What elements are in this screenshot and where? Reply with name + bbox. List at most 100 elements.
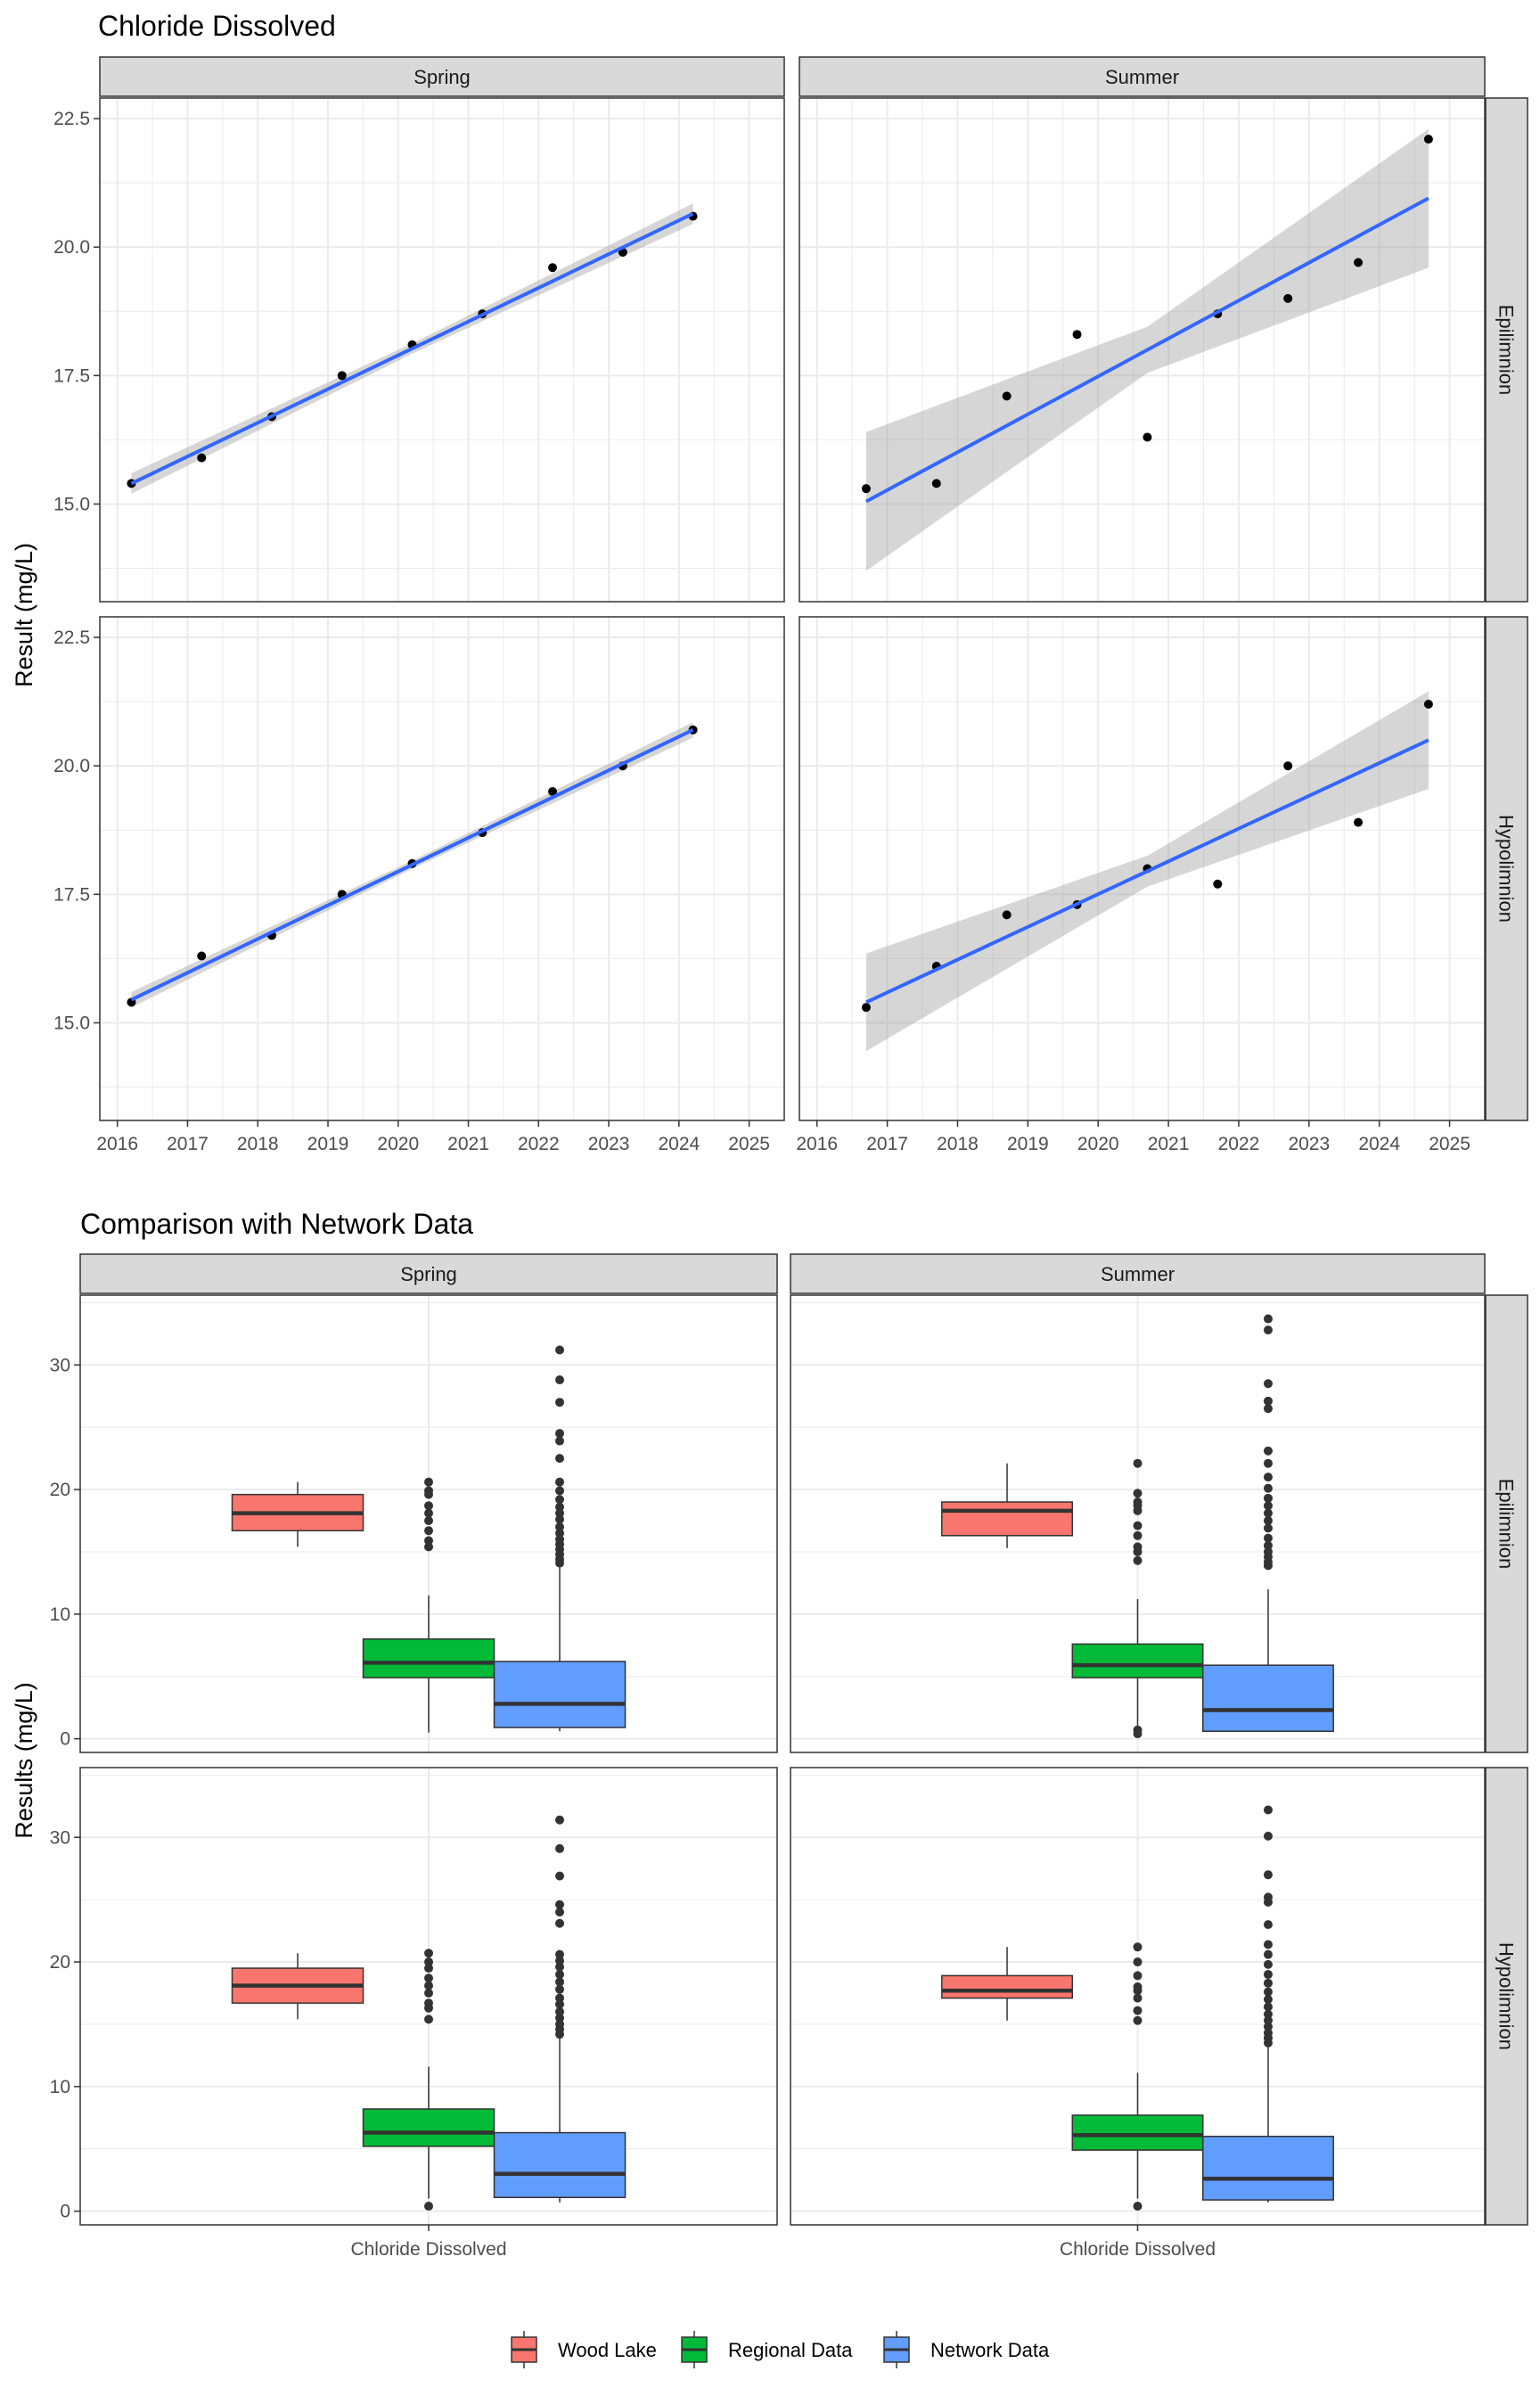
x-tick-label: 2019 bbox=[1007, 1134, 1049, 1154]
outlier-point bbox=[1263, 2015, 1273, 2025]
box-network-data bbox=[493, 1815, 627, 2203]
box-body bbox=[362, 1638, 496, 1678]
box-body bbox=[1201, 1664, 1334, 1732]
x-tick-label: 2018 bbox=[237, 1134, 279, 1154]
outlier-point bbox=[1263, 1892, 1273, 1902]
outlier-point bbox=[555, 1528, 565, 1538]
outlier-point bbox=[1263, 1458, 1273, 1468]
outlier-point bbox=[1263, 1940, 1273, 1949]
outlier-point bbox=[555, 1900, 565, 1909]
data-point bbox=[1283, 293, 1293, 303]
outlier-point bbox=[1133, 1498, 1143, 1507]
outlier-point bbox=[555, 1375, 565, 1385]
outlier-point bbox=[555, 1984, 565, 1994]
legend-label: Wood Lake bbox=[558, 2339, 657, 2361]
outlier-point bbox=[1133, 1982, 1143, 1992]
outlier-point bbox=[1263, 2028, 1273, 2038]
outlier-point bbox=[1133, 1971, 1143, 1981]
outlier-point bbox=[555, 1429, 565, 1439]
x-tick-label: 2021 bbox=[447, 1134, 489, 1154]
outlier-point bbox=[424, 1486, 433, 1496]
legend-item-regional-data: Regional Data bbox=[681, 2331, 853, 2368]
outlier-point bbox=[555, 1345, 565, 1355]
x-tick-label: 2025 bbox=[1429, 1134, 1470, 1154]
chart-title: Chloride Dissolved bbox=[98, 10, 336, 42]
x-tick-label: 2021 bbox=[1148, 1134, 1190, 1154]
outlier-point bbox=[1263, 1920, 1273, 1930]
outlier-point bbox=[1263, 1446, 1273, 1456]
legend: Wood Lake Regional Data Network Data bbox=[511, 2331, 1050, 2368]
outlier-point bbox=[1263, 1805, 1273, 1815]
outlier-point bbox=[1133, 1521, 1143, 1530]
y-tick-label: 22.5 bbox=[53, 628, 90, 648]
box-body bbox=[493, 1661, 627, 1728]
facet-strip bbox=[790, 1253, 1486, 1294]
outlier-point bbox=[424, 1989, 433, 1998]
outlier-point bbox=[555, 1962, 565, 1972]
x-tick-label: 2016 bbox=[796, 1134, 838, 1154]
outlier-point bbox=[1263, 1870, 1273, 1880]
outlier-point bbox=[1133, 2006, 1143, 2015]
facet-panel-spring-hypolimnion: 0 10 20 30 Chloride Dissolved bbox=[50, 1767, 778, 2260]
outlier-point bbox=[1263, 1987, 1273, 1997]
facet-strip bbox=[1485, 97, 1528, 603]
outlier-point bbox=[424, 1981, 433, 1990]
outlier-point bbox=[424, 1957, 433, 1967]
box-body bbox=[1071, 1643, 1204, 1678]
outlier-point bbox=[424, 2202, 433, 2211]
box-body bbox=[493, 2131, 627, 2198]
outlier-point bbox=[424, 2014, 433, 2024]
box-regional-data bbox=[362, 1949, 496, 2211]
outlier-point bbox=[1133, 1725, 1143, 1735]
outlier-point bbox=[555, 1495, 565, 1505]
data-point bbox=[1143, 432, 1152, 442]
outlier-point bbox=[1263, 1949, 1273, 1959]
x-tick-label: 2024 bbox=[1358, 1134, 1400, 1154]
outlier-point bbox=[555, 2006, 565, 2016]
outlier-point bbox=[424, 1536, 433, 1546]
y-tick-label: 20.0 bbox=[53, 237, 90, 258]
y-axis-label: Result (mg/L) bbox=[11, 543, 37, 687]
outlier-point bbox=[1263, 1978, 1273, 1988]
facet-panel-summer-epilimnion bbox=[799, 97, 1486, 603]
trend-line bbox=[130, 211, 694, 486]
y-tick-label: 10 bbox=[50, 2077, 70, 2097]
facet-panel-summer-hypolimnion: 2016 2017 2018 2019 2020 2021 2022 2023 2024 2025 bbox=[796, 616, 1486, 1154]
outlier-point bbox=[424, 1998, 433, 2008]
outlier-point bbox=[555, 1502, 565, 1512]
box-wood-lake bbox=[941, 1947, 1074, 2021]
data-point bbox=[1354, 817, 1364, 827]
box-regional-data bbox=[362, 1477, 496, 1733]
x-tick-label: 2022 bbox=[1218, 1134, 1260, 1154]
outlier-point bbox=[1263, 1501, 1273, 1511]
outlier-point bbox=[1133, 1957, 1143, 1967]
box-body bbox=[1071, 2114, 1204, 2151]
facet-strip-label: Epilimnion bbox=[1495, 305, 1518, 396]
outlier-point bbox=[555, 2019, 565, 2029]
data-point bbox=[1423, 700, 1433, 710]
x-tick-label: 2022 bbox=[518, 1134, 560, 1154]
facet-strip bbox=[99, 56, 785, 97]
facet-strip-label: Hypolimnion bbox=[1495, 1942, 1518, 2050]
y-tick-label: 15.0 bbox=[53, 494, 90, 514]
chart-title: Comparison with Network Data bbox=[80, 1208, 473, 1240]
x-tick-label: 2023 bbox=[588, 1134, 630, 1154]
data-point bbox=[1423, 135, 1433, 144]
outlier-point bbox=[1263, 1473, 1273, 1482]
facet-strip bbox=[799, 56, 1486, 97]
outlier-point bbox=[424, 1526, 433, 1536]
x-tick-label: 2025 bbox=[728, 1134, 770, 1154]
data-point bbox=[548, 787, 558, 797]
facet-strip bbox=[79, 1253, 778, 1294]
scatter-figure: Chloride Dissolved Result (mg/L) Spring Sum… bbox=[11, 10, 1528, 1154]
box-regional-data bbox=[1071, 1458, 1204, 1739]
outlier-point bbox=[424, 1973, 433, 1983]
outlier-point bbox=[555, 1977, 565, 1987]
box-wood-lake bbox=[941, 1463, 1074, 1548]
outlier-point bbox=[555, 1522, 565, 1531]
data-point bbox=[1072, 330, 1082, 340]
outlier-point bbox=[1133, 1530, 1143, 1540]
y-tick-label: 20 bbox=[50, 1952, 70, 1973]
outlier-point bbox=[1263, 1379, 1273, 1389]
panel-border bbox=[790, 1294, 1486, 1753]
